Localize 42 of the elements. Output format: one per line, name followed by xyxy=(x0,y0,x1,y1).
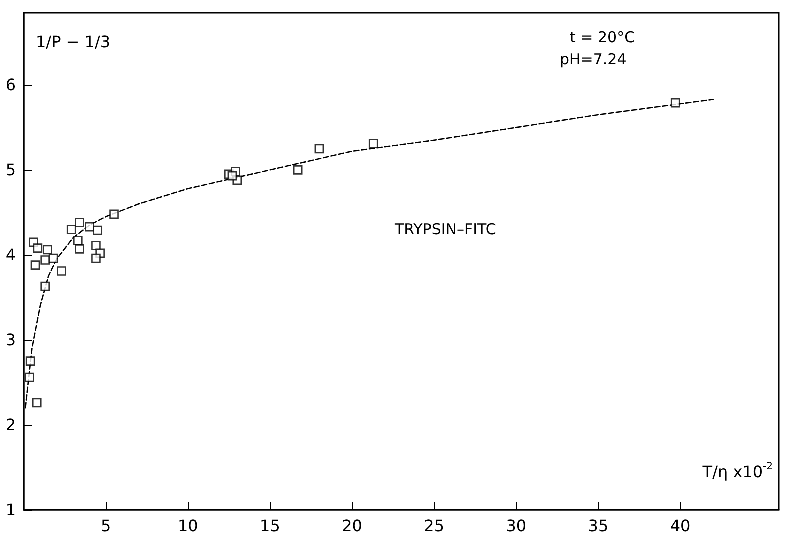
annotation: pH=7.24 xyxy=(560,50,627,68)
x-tick-label: 30 xyxy=(506,516,527,536)
point xyxy=(314,144,324,154)
y-tick-label: 6 xyxy=(6,76,16,95)
point xyxy=(33,244,43,253)
x-tick-label: 20 xyxy=(342,516,362,536)
point xyxy=(26,356,36,366)
point xyxy=(85,222,94,232)
point xyxy=(40,282,50,292)
point xyxy=(66,224,76,234)
y-tick-label: 3 xyxy=(6,330,16,350)
x-tick-label: 25 xyxy=(424,516,445,536)
point xyxy=(293,166,303,175)
x-tick-label: 15 xyxy=(260,516,280,536)
point xyxy=(74,236,83,246)
point xyxy=(75,218,84,228)
y-tick-label: 5 xyxy=(6,160,16,180)
point xyxy=(93,226,103,236)
point xyxy=(48,254,58,264)
point xyxy=(40,256,50,265)
point xyxy=(43,245,52,255)
annotation: t = 20°C xyxy=(570,28,636,46)
point xyxy=(75,244,84,254)
y-tick-label: 4 xyxy=(6,246,16,265)
x-tick-label: 40 xyxy=(670,516,691,536)
x-tick-label: 35 xyxy=(588,516,609,536)
y-tick-label: 1 xyxy=(6,500,16,520)
point xyxy=(110,210,119,219)
point xyxy=(670,98,680,108)
point xyxy=(32,398,42,408)
point xyxy=(57,266,66,276)
x-tick-label: 10 xyxy=(178,516,198,536)
point xyxy=(25,372,34,382)
annotation: TRYPSIN–FITC xyxy=(394,220,496,238)
point xyxy=(92,254,101,264)
y-axis-title: 1/P − 1/3 xyxy=(36,32,111,52)
point xyxy=(92,241,101,250)
x-tick-label: 5 xyxy=(100,516,112,536)
point xyxy=(30,260,40,270)
point xyxy=(228,171,238,181)
y-tick-label: 2 xyxy=(6,416,16,435)
point xyxy=(368,139,378,148)
